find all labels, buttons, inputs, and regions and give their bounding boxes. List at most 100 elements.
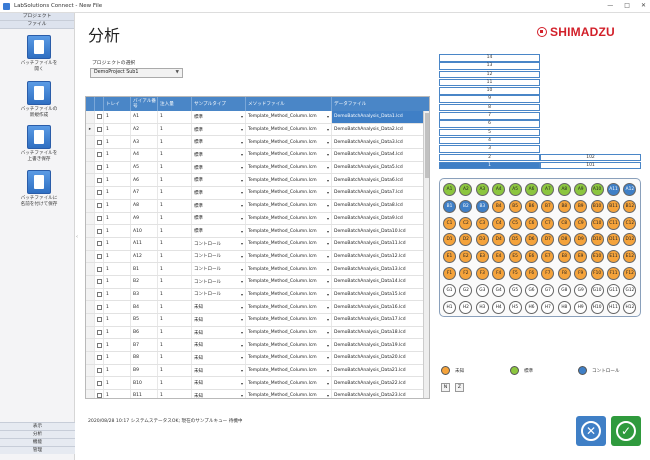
plate-well[interactable]: F8 [557,267,571,280]
plate-well[interactable]: B12 [623,199,637,213]
header-data-file[interactable]: データファイル [332,97,429,111]
cell-method-file[interactable]: Template_Method_Column.lcm [246,275,332,288]
cell-vial[interactable]: B1 [131,263,158,275]
cell-tray[interactable]: 1 [104,161,131,174]
plate-well[interactable]: C8 [557,216,571,230]
cell-injection[interactable]: 1 [158,237,192,250]
row-checkbox[interactable] [95,250,104,263]
cell-vial[interactable]: B6 [131,326,158,339]
row-checkbox[interactable] [95,212,104,225]
plate-well[interactable]: G9 [574,283,588,297]
row-header[interactable] [86,263,95,275]
cell-vial[interactable]: A4 [131,149,158,161]
cell-data-file[interactable]: DemoBatchAnalysis_Data15.lcd [332,288,425,301]
cell-method-file[interactable]: Template_Method_Column.lcm [246,263,332,275]
table-row[interactable]: 1A121コントロールTemplate_Method_Column.lcmDem… [86,250,429,264]
plate-well[interactable]: H8 [557,300,571,314]
row-header[interactable] [86,149,95,161]
cell-injection[interactable]: 1 [158,288,192,301]
cell-vial[interactable]: B5 [131,314,158,326]
cell-tray[interactable]: 1 [104,136,131,149]
plate-well[interactable]: D10 [590,233,604,247]
cell-tray[interactable]: 1 [104,250,131,263]
cell-sample-type[interactable]: 未知 [192,301,246,313]
plate-well[interactable]: C2 [459,216,473,230]
checkbox[interactable] [96,152,102,158]
cell-tray[interactable]: 1 [104,174,131,187]
plate-well[interactable]: H5 [508,300,522,314]
cell-method-file[interactable]: Template_Method_Column.lcm [246,149,332,161]
cell-sample-type[interactable]: 標準 [192,212,246,225]
cell-sample-type[interactable]: コントロール [192,263,246,275]
row-header[interactable] [86,237,95,250]
checkbox[interactable] [96,253,102,259]
plate-well[interactable]: C3 [475,216,489,230]
plate-well[interactable]: C10 [590,216,604,230]
cell-injection[interactable]: 1 [158,326,192,339]
rack-slot[interactable]: 1 [439,161,540,170]
plate-well[interactable]: A11 [607,183,620,196]
plate-well[interactable]: E2 [459,250,473,264]
scrollbar-thumb[interactable] [425,113,429,178]
cell-injection[interactable]: 1 [158,123,192,136]
row-header[interactable]: ▸ [86,123,95,136]
cell-method-file[interactable]: Template_Method_Column.lcm [246,390,332,398]
row-checkbox[interactable] [95,263,104,275]
cell-data-file[interactable]: DemoBatchAnalysis_Data2.lcd [332,123,425,136]
table-row[interactable]: 1A71標準Template_Method_Column.lcmDemoBatc… [86,187,429,200]
row-checkbox[interactable] [95,225,104,237]
checkbox[interactable] [96,127,102,133]
rack-slot[interactable]: 3 [439,145,540,153]
row-header[interactable] [86,326,95,339]
cell-data-file[interactable]: DemoBatchAnalysis_Data10.lcd [332,225,425,237]
row-header[interactable] [86,187,95,199]
table-row[interactable]: 1A41標準Template_Method_Column.lcmDemoBatc… [86,149,429,162]
cell-injection[interactable]: 1 [158,250,192,263]
plate-well[interactable]: F11 [607,267,620,280]
cell-method-file[interactable]: Template_Method_Column.lcm [246,187,332,199]
cell-injection[interactable]: 1 [158,136,192,149]
plate-well[interactable]: C11 [607,216,620,230]
checkbox[interactable] [96,317,102,323]
row-header[interactable] [86,199,95,212]
row-checkbox[interactable] [95,174,104,187]
plate-well[interactable]: D12 [623,233,637,247]
plate-well[interactable]: G10 [590,283,604,297]
plate-well[interactable]: D3 [475,233,489,247]
table-row[interactable]: 1A111コントロールTemplate_Method_Column.lcmDem… [86,237,429,251]
cell-data-file[interactable]: DemoBatchAnalysis_Data1.lcd [332,111,425,123]
rack-slot[interactable]: 8 [439,103,540,112]
cell-method-file[interactable]: Template_Method_Column.lcm [246,377,332,390]
table-row[interactable]: 1A81標準Template_Method_Column.lcmDemoBatc… [86,199,429,213]
plate-well[interactable]: F2 [459,267,473,280]
plate-well[interactable]: D7 [541,233,555,247]
checkbox[interactable] [96,380,102,386]
cell-vial[interactable]: B4 [131,301,158,313]
cell-tray[interactable]: 1 [104,263,131,275]
header-method-file[interactable]: メソッドファイル [246,97,332,111]
cell-sample-type[interactable]: 標準 [192,123,246,136]
plate-well[interactable]: B11 [607,199,620,213]
plate-well[interactable]: H9 [574,300,588,314]
cell-tray[interactable]: 1 [104,225,131,237]
plate-well[interactable]: D2 [459,233,473,247]
cell-vial[interactable]: B10 [131,377,158,390]
cell-data-file[interactable]: DemoBatchAnalysis_Data16.lcd [332,301,425,313]
cell-sample-type[interactable]: 未知 [192,339,246,352]
table-row[interactable]: 1B41未知Template_Method_Column.lcmDemoBatc… [86,301,429,314]
checkbox[interactable] [96,177,102,183]
cell-data-file[interactable]: DemoBatchAnalysis_Data22.lcd [332,377,425,390]
cell-tray[interactable]: 1 [104,275,131,288]
row-header[interactable] [86,352,95,364]
table-row[interactable]: 1B21コントロールTemplate_Method_Column.lcmDemo… [86,275,429,289]
checkbox[interactable] [96,190,102,196]
row-checkbox[interactable] [95,288,104,301]
row-checkbox[interactable] [95,111,104,123]
row-checkbox[interactable] [95,161,104,174]
cell-data-file[interactable]: DemoBatchAnalysis_Data17.lcd [332,314,425,326]
plate-well[interactable]: G8 [557,283,571,297]
plate-well[interactable]: A7 [541,183,555,196]
cell-vial[interactable]: A3 [131,136,158,149]
table-row[interactable]: 1A61標準Template_Method_Column.lcmDemoBatc… [86,174,429,188]
row-header[interactable] [86,275,95,288]
